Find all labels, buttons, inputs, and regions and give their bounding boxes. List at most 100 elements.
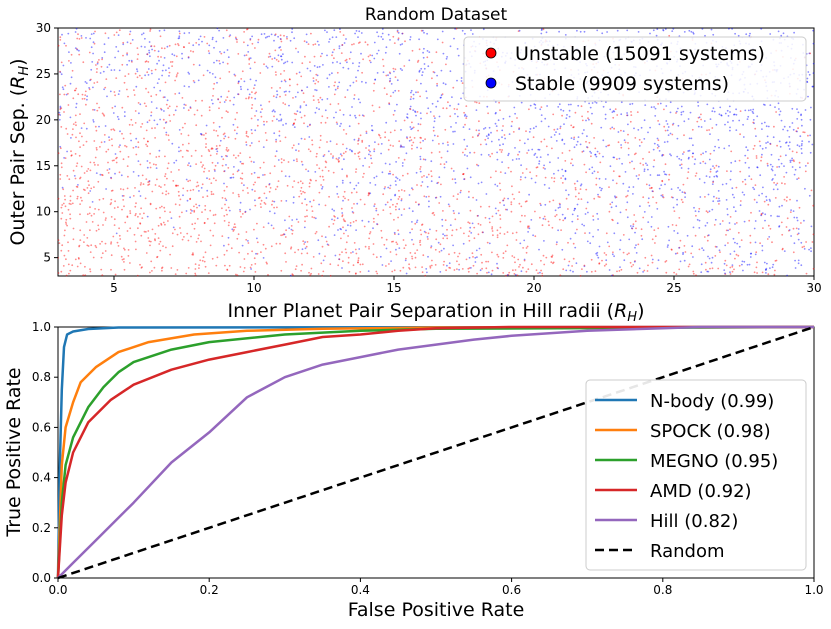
stable-point xyxy=(418,70,421,73)
unstable-point xyxy=(419,95,421,98)
unstable-point xyxy=(263,192,266,195)
unstable-point xyxy=(497,255,500,258)
stable-point xyxy=(173,54,176,57)
stable-point xyxy=(785,154,787,157)
unstable-point xyxy=(113,34,116,36)
unstable-point xyxy=(499,218,502,220)
unstable-point xyxy=(291,273,294,276)
unstable-point xyxy=(280,234,282,237)
unstable-point xyxy=(558,218,561,221)
stable-point xyxy=(662,29,665,32)
unstable-point xyxy=(119,188,122,190)
unstable-point xyxy=(291,232,294,235)
unstable-point xyxy=(379,136,382,139)
unstable-point xyxy=(147,237,150,239)
unstable-point xyxy=(419,244,422,246)
stable-point xyxy=(658,187,661,190)
unstable-point xyxy=(227,149,230,151)
stable-point xyxy=(464,32,466,35)
stable-point xyxy=(59,145,62,148)
stable-point xyxy=(652,165,655,168)
stable-point xyxy=(67,32,70,35)
unstable-point xyxy=(179,227,181,229)
unstable-point xyxy=(275,58,278,61)
stable-point xyxy=(321,187,323,190)
unstable-point xyxy=(574,195,577,198)
unstable-point xyxy=(411,121,413,124)
unstable-point xyxy=(225,209,228,212)
unstable-point xyxy=(138,74,141,77)
unstable-point xyxy=(265,139,268,142)
unstable-point xyxy=(450,167,453,170)
unstable-point xyxy=(113,207,116,209)
unstable-point xyxy=(130,118,133,121)
unstable-point xyxy=(698,207,701,210)
unstable-point xyxy=(726,170,728,173)
unstable-point xyxy=(61,244,64,247)
stable-point xyxy=(119,144,121,147)
unstable-point xyxy=(199,259,202,262)
stable-point xyxy=(188,32,191,34)
unstable-point xyxy=(510,201,513,204)
unstable-point xyxy=(477,233,480,236)
stable-point xyxy=(540,29,543,31)
unstable-point xyxy=(253,87,255,90)
unstable-point xyxy=(574,188,577,191)
unstable-point xyxy=(82,188,85,191)
stable-point xyxy=(264,36,267,39)
stable-point xyxy=(613,255,615,258)
unstable-point xyxy=(200,114,203,117)
unstable-point xyxy=(80,37,83,39)
unstable-point xyxy=(97,228,100,231)
unstable-point xyxy=(345,241,348,244)
stable-point xyxy=(637,177,640,180)
stable-point xyxy=(555,140,558,142)
unstable-point xyxy=(425,231,427,234)
unstable-point xyxy=(809,52,812,55)
roc-legend: N-body (0.99)SPOCK (0.98)MEGNO (0.95)AMD… xyxy=(585,379,807,571)
roc-y-ticks: 0.00.20.40.60.81.0 xyxy=(32,320,58,585)
stable-point xyxy=(278,119,280,122)
stable-point xyxy=(810,247,812,250)
stable-point xyxy=(699,162,702,165)
unstable-point xyxy=(706,211,709,214)
stable-point xyxy=(612,156,615,159)
stable-point xyxy=(291,61,294,64)
unstable-point xyxy=(451,178,454,181)
stable-point xyxy=(539,271,541,274)
stable-point xyxy=(618,157,621,160)
unstable-point xyxy=(200,161,202,164)
unstable-point xyxy=(552,262,554,265)
unstable-point xyxy=(74,153,77,155)
unstable-point xyxy=(339,109,341,111)
stable-point xyxy=(155,167,158,170)
unstable-point xyxy=(327,170,330,172)
unstable-point xyxy=(281,234,284,236)
unstable-point xyxy=(86,213,89,216)
stable-point xyxy=(280,55,282,58)
unstable-point xyxy=(439,243,442,246)
stable-point xyxy=(232,103,235,106)
unstable-point xyxy=(232,154,235,157)
stable-point xyxy=(380,35,383,38)
unstable-point xyxy=(804,170,807,173)
unstable-point xyxy=(122,199,125,201)
unstable-point xyxy=(147,91,150,94)
unstable-point xyxy=(223,170,226,173)
unstable-point xyxy=(111,159,114,162)
roc-curve-amd xyxy=(56,325,814,579)
stable-point xyxy=(396,29,399,32)
unstable-point xyxy=(792,251,795,254)
unstable-point xyxy=(448,205,451,208)
stable-point xyxy=(769,104,772,106)
stable-point xyxy=(338,47,341,50)
stable-point xyxy=(569,237,572,240)
stable-point xyxy=(575,262,578,265)
unstable-point xyxy=(196,181,199,184)
stable-point xyxy=(280,80,283,83)
stable-point xyxy=(675,110,678,113)
unstable-point xyxy=(134,214,137,217)
stable-point xyxy=(751,110,754,113)
unstable-point xyxy=(543,138,546,141)
unstable-point xyxy=(727,242,729,244)
